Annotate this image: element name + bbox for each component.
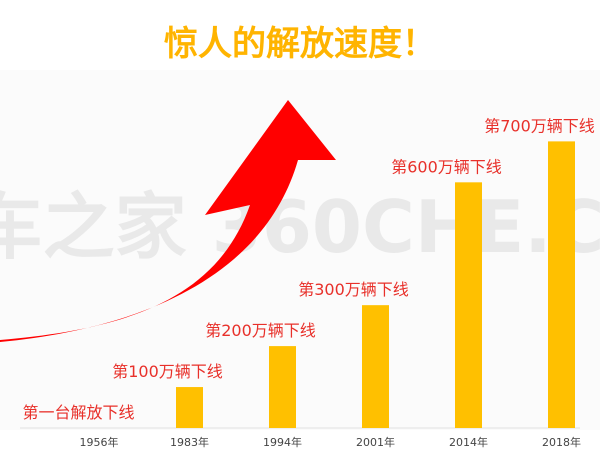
x-tick-label-1956年: 1956年	[80, 435, 119, 449]
chart-title: 惊人的解放速度！	[164, 24, 436, 64]
data-label-2014年: 第600万辆下线	[391, 157, 502, 176]
growth-arrow	[0, 100, 336, 342]
x-tick-label-2018年: 2018年	[542, 435, 581, 449]
data-label-1994年: 第200万辆下线	[205, 321, 316, 340]
x-tick-labels-group: 1956年 1983年 1994年 2001年 2014年 2018年	[80, 435, 582, 449]
bar-2018年	[548, 141, 575, 429]
data-label-1983年: 第100万辆下线	[112, 362, 223, 381]
x-tick-label-2014年: 2014年	[449, 435, 488, 449]
x-tick-label-1994年: 1994年	[263, 435, 302, 449]
x-tick-label-1983年: 1983年	[170, 435, 209, 449]
bar-2001年	[362, 305, 389, 428]
x-tick-label-2001年: 2001年	[356, 435, 395, 449]
watermark: 卡车之家 360CHE.COM	[0, 185, 600, 269]
bar-2014年	[455, 182, 482, 428]
data-labels-group: 第一台解放下线 第100万辆下线 第200万辆下线 第300万辆下线 第600万辆下线 第…	[22, 116, 594, 422]
bar-1983年	[176, 387, 203, 428]
bar-1994年	[269, 346, 296, 428]
data-label-2018年: 第700万辆下线	[484, 116, 595, 135]
data-label-2001年: 第300万辆下线	[298, 280, 409, 299]
data-label-1956年: 第一台解放下线	[22, 403, 134, 422]
bars-group	[176, 141, 575, 429]
